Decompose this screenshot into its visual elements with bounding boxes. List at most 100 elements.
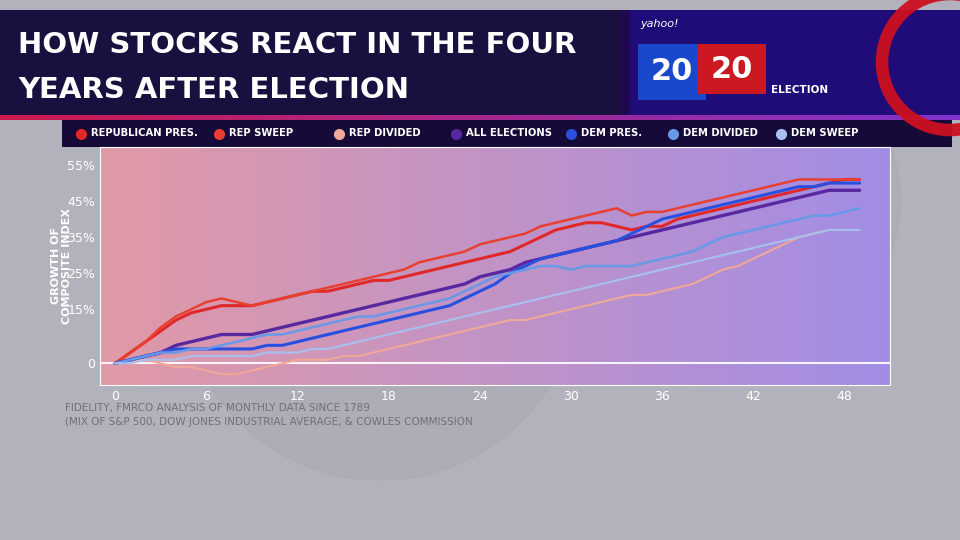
Bar [406, 115, 407, 120]
Bar [54, 115, 55, 120]
Bar [29, 115, 30, 120]
Bar [731, 115, 732, 120]
Bar [627, 147, 632, 385]
Text: REP SWEEP: REP SWEEP [229, 129, 293, 138]
Bar [447, 147, 453, 385]
Bar [915, 115, 916, 120]
Bar [945, 115, 946, 120]
Bar [323, 115, 324, 120]
Bar [499, 115, 500, 120]
Bar [707, 115, 708, 120]
Bar [732, 147, 737, 385]
Bar [197, 115, 198, 120]
Bar [722, 147, 727, 385]
Bar [637, 147, 642, 385]
Bar [666, 115, 667, 120]
Bar [376, 115, 377, 120]
Bar [456, 115, 457, 120]
Bar [49, 115, 50, 120]
Bar [347, 115, 348, 120]
Bar [650, 115, 651, 120]
Bar [462, 115, 463, 120]
Bar [289, 115, 290, 120]
Bar [518, 115, 519, 120]
Bar [358, 115, 359, 120]
Bar [35, 115, 36, 120]
Bar [95, 115, 96, 120]
Bar [174, 147, 179, 385]
Bar [917, 115, 918, 120]
Bar [437, 115, 438, 120]
Bar [606, 147, 611, 385]
Text: DEM SWEEP: DEM SWEEP [791, 129, 858, 138]
Bar [458, 115, 459, 120]
Bar [490, 147, 495, 385]
Bar [120, 115, 121, 120]
Bar [755, 115, 756, 120]
Bar [931, 115, 932, 120]
Bar [223, 115, 224, 120]
Bar [163, 115, 164, 120]
Bar [669, 115, 670, 120]
Bar [292, 115, 293, 120]
Bar [554, 115, 555, 120]
Bar [21, 115, 22, 120]
Bar [46, 115, 47, 120]
Bar [184, 115, 185, 120]
Bar [483, 115, 484, 120]
Bar [452, 115, 453, 120]
Bar [189, 115, 190, 120]
Bar [540, 115, 541, 120]
Bar [369, 115, 370, 120]
Bar [729, 115, 730, 120]
Bar [704, 115, 705, 120]
Bar [531, 115, 532, 120]
Bar [763, 115, 764, 120]
Bar [595, 115, 596, 120]
Bar [368, 115, 369, 120]
Bar [195, 115, 196, 120]
Bar [477, 115, 478, 120]
Bar [616, 115, 617, 120]
Bar [398, 115, 399, 120]
Bar [661, 115, 662, 120]
Bar [806, 115, 807, 120]
Bar [725, 115, 726, 120]
Bar [335, 115, 336, 120]
Y-axis label: GROWTH OF
COMPOSITE INDEX: GROWTH OF COMPOSITE INDEX [51, 208, 72, 324]
Bar [252, 147, 258, 385]
Bar [215, 115, 216, 120]
Bar [748, 115, 749, 120]
Bar [334, 115, 335, 120]
Bar [134, 115, 135, 120]
Bar [303, 115, 304, 120]
Bar [346, 115, 347, 120]
Bar [179, 115, 180, 120]
Bar [147, 115, 148, 120]
Bar [164, 115, 165, 120]
Bar [257, 115, 258, 120]
Bar [474, 115, 475, 120]
Bar [488, 115, 489, 120]
Bar [937, 115, 938, 120]
Bar [580, 115, 581, 120]
Bar [464, 115, 465, 120]
Bar [732, 115, 733, 120]
Bar [55, 115, 56, 120]
Bar [525, 115, 526, 120]
Bar [524, 115, 525, 120]
Bar [242, 115, 243, 120]
Bar [801, 115, 802, 120]
Bar [516, 147, 521, 385]
Bar [216, 147, 221, 385]
Bar [470, 115, 471, 120]
Bar [638, 44, 706, 100]
Bar [521, 115, 522, 120]
Bar [579, 147, 585, 385]
Bar [254, 115, 255, 120]
Bar [940, 115, 941, 120]
Bar [743, 115, 744, 120]
Bar [43, 115, 44, 120]
Bar [434, 115, 435, 120]
Bar [701, 115, 702, 120]
